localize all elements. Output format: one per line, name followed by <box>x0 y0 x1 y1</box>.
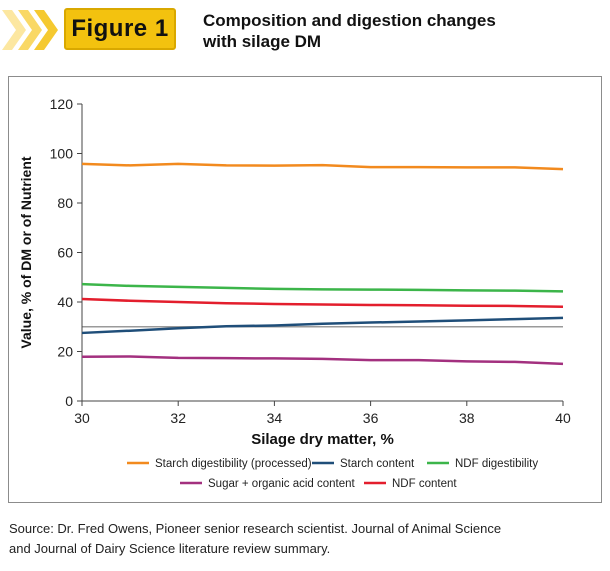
line-chart: 0 20 40 60 80 100 120 30 32 34 36 38 40 Silage dry ma… <box>18 96 571 490</box>
x-tick-label: 34 <box>267 410 283 426</box>
y-tick-label: 20 <box>57 344 73 360</box>
figure-label: Figure 1 <box>71 15 169 42</box>
figure-header: Figure 1 Composition and digestion chang… <box>0 0 610 62</box>
x-axis-label: Silage dry matter, % <box>251 431 394 448</box>
y-tick-label: 100 <box>50 146 74 162</box>
x-tick-label: 30 <box>74 410 90 426</box>
legend-label-3: NDF digestibility <box>455 458 538 470</box>
series-line-1 <box>81 162 564 171</box>
chart-title: Composition and digestion changes with s… <box>203 10 563 52</box>
x-tick-label: 40 <box>555 410 571 426</box>
legend-label-1: Starch digestibility (processed) <box>155 458 312 470</box>
series-line-2 <box>81 316 564 335</box>
legend-label-2: Starch content <box>340 458 415 470</box>
chevron-arrows-icon <box>2 10 58 50</box>
x-tick-label: 38 <box>459 410 475 426</box>
source-line-1: Source: Dr. Fred Owens, Pioneer senior r… <box>9 521 502 536</box>
figure-badge: Figure 1 <box>64 8 176 50</box>
chart-title-line-1: Composition and digestion changes <box>203 11 496 30</box>
y-tick-label: 60 <box>57 245 73 261</box>
y-tick-label: 40 <box>57 294 73 310</box>
series-line-3 <box>81 282 564 293</box>
source-note: Source: Dr. Fred Owens, Pioneer senior r… <box>9 519 605 559</box>
y-tick-label: 120 <box>50 96 74 112</box>
x-tick-label: 32 <box>170 410 186 426</box>
chart-title-line-2: with silage DM <box>203 32 322 51</box>
legend-label-5: NDF content <box>392 478 457 490</box>
y-tick-label: 0 <box>65 393 73 409</box>
y-tick-label: 80 <box>57 195 73 211</box>
series-line-4 <box>81 355 564 366</box>
series-line-5 <box>81 297 564 308</box>
x-tick-label: 36 <box>363 410 379 426</box>
legend-label-4: Sugar + organic acid content <box>208 478 356 490</box>
chart-panel: 0 20 40 60 80 100 120 30 32 34 36 38 40 Silage dry ma… <box>8 76 602 503</box>
source-line-2: and Journal of Dairy Science literature … <box>9 541 331 556</box>
y-axis-label: Value, % of DM or of Nutrient <box>18 156 34 348</box>
